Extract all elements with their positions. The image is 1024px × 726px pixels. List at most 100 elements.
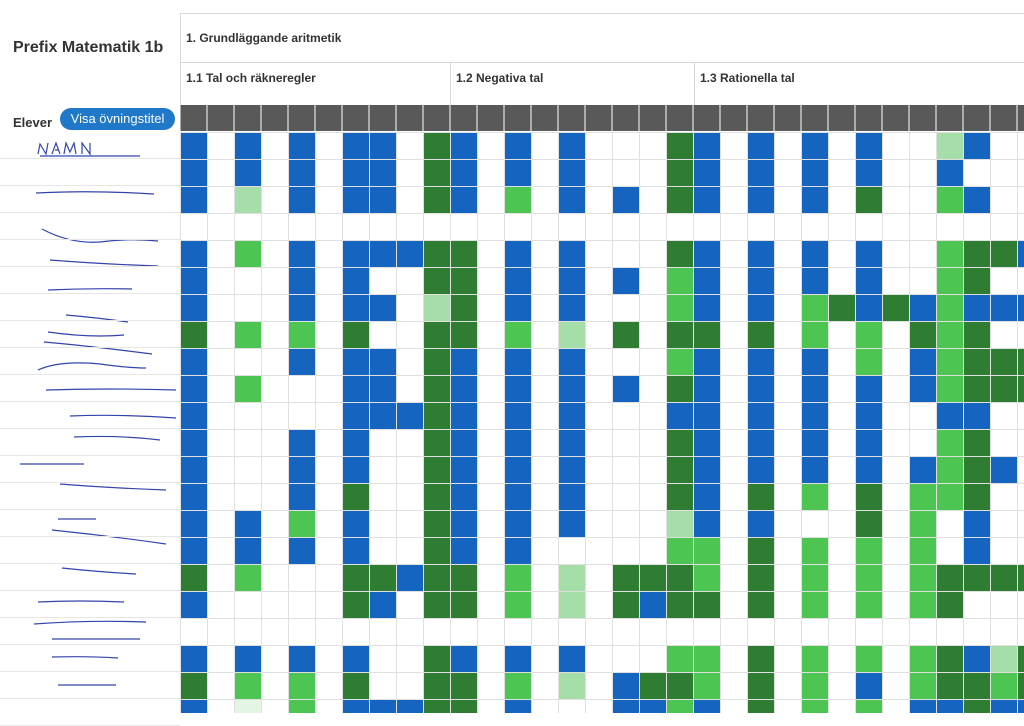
exercise-status-cell[interactable] — [262, 133, 288, 159]
exercise-status-cell[interactable] — [559, 700, 585, 713]
exercise-status-cell[interactable] — [802, 214, 828, 240]
exercise-status-cell[interactable] — [613, 646, 639, 672]
exercise-status-cell[interactable] — [586, 214, 612, 240]
exercise-status-cell[interactable] — [208, 511, 234, 537]
exercise-status-cell[interactable] — [775, 565, 801, 591]
exercise-status-cell[interactable] — [586, 160, 612, 186]
exercise-status-cell[interactable] — [613, 322, 639, 348]
exercise-status-cell[interactable] — [613, 187, 639, 213]
student-row[interactable] — [0, 294, 180, 321]
exercise-status-cell[interactable] — [289, 160, 315, 186]
exercise-status-cell[interactable] — [586, 376, 612, 402]
exercise-status-cell[interactable] — [451, 403, 477, 429]
exercise-status-cell[interactable] — [721, 673, 747, 699]
exercise-status-cell[interactable] — [532, 511, 558, 537]
exercise-status-cell[interactable] — [343, 214, 369, 240]
exercise-status-cell[interactable] — [424, 268, 450, 294]
exercise-status-cell[interactable] — [478, 214, 504, 240]
exercise-status-cell[interactable] — [937, 403, 963, 429]
exercise-status-cell[interactable] — [640, 565, 666, 591]
exercise-status-cell[interactable] — [262, 619, 288, 645]
exercise-status-cell[interactable] — [991, 187, 1017, 213]
exercise-status-cell[interactable] — [613, 133, 639, 159]
exercise-status-cell[interactable] — [559, 592, 585, 618]
exercise-status-cell[interactable] — [721, 619, 747, 645]
exercise-status-cell[interactable] — [829, 457, 855, 483]
exercise-status-cell[interactable] — [1018, 322, 1024, 348]
exercise-status-cell[interactable] — [748, 700, 774, 713]
exercise-status-cell[interactable] — [181, 673, 207, 699]
exercise-status-cell[interactable] — [829, 349, 855, 375]
exercise-status-cell[interactable] — [505, 457, 531, 483]
exercise-status-cell[interactable] — [559, 214, 585, 240]
exercise-status-cell[interactable] — [856, 673, 882, 699]
exercise-status-cell[interactable] — [424, 673, 450, 699]
exercise-status-cell[interactable] — [424, 565, 450, 591]
exercise-status-cell[interactable] — [991, 403, 1017, 429]
exercise-status-cell[interactable] — [856, 538, 882, 564]
exercise-status-cell[interactable] — [586, 133, 612, 159]
exercise-header-cell[interactable] — [559, 105, 585, 131]
exercise-status-cell[interactable] — [397, 295, 423, 321]
exercise-status-cell[interactable] — [478, 403, 504, 429]
exercise-status-cell[interactable] — [370, 376, 396, 402]
exercise-status-cell[interactable] — [505, 187, 531, 213]
exercise-status-cell[interactable] — [397, 403, 423, 429]
exercise-status-cell[interactable] — [559, 619, 585, 645]
exercise-status-cell[interactable] — [1018, 700, 1024, 713]
exercise-status-cell[interactable] — [181, 214, 207, 240]
exercise-status-cell[interactable] — [478, 187, 504, 213]
exercise-status-cell[interactable] — [829, 673, 855, 699]
exercise-status-cell[interactable] — [802, 349, 828, 375]
exercise-status-cell[interactable] — [775, 295, 801, 321]
exercise-status-cell[interactable] — [802, 133, 828, 159]
exercise-status-cell[interactable] — [235, 268, 261, 294]
exercise-status-cell[interactable] — [883, 241, 909, 267]
exercise-status-cell[interactable] — [208, 349, 234, 375]
exercise-status-cell[interactable] — [775, 349, 801, 375]
exercise-status-cell[interactable] — [991, 133, 1017, 159]
exercise-status-cell[interactable] — [694, 538, 720, 564]
exercise-status-cell[interactable] — [370, 457, 396, 483]
exercise-status-cell[interactable] — [1018, 673, 1024, 699]
exercise-status-cell[interactable] — [694, 295, 720, 321]
exercise-status-cell[interactable] — [910, 673, 936, 699]
student-row[interactable] — [0, 132, 180, 159]
exercise-status-cell[interactable] — [370, 349, 396, 375]
exercise-status-cell[interactable] — [910, 376, 936, 402]
exercise-status-cell[interactable] — [586, 484, 612, 510]
exercise-status-cell[interactable] — [910, 592, 936, 618]
exercise-status-cell[interactable] — [289, 376, 315, 402]
exercise-status-cell[interactable] — [586, 511, 612, 537]
exercise-status-cell[interactable] — [748, 403, 774, 429]
exercise-status-cell[interactable] — [802, 511, 828, 537]
exercise-status-cell[interactable] — [478, 565, 504, 591]
exercise-status-cell[interactable] — [208, 214, 234, 240]
exercise-header-cell[interactable] — [667, 105, 693, 131]
exercise-status-cell[interactable] — [478, 457, 504, 483]
exercise-status-cell[interactable] — [370, 565, 396, 591]
exercise-status-cell[interactable] — [802, 295, 828, 321]
exercise-status-cell[interactable] — [370, 484, 396, 510]
exercise-status-cell[interactable] — [505, 538, 531, 564]
exercise-status-cell[interactable] — [640, 511, 666, 537]
exercise-header-cell[interactable] — [775, 105, 801, 131]
exercise-status-cell[interactable] — [208, 133, 234, 159]
exercise-status-cell[interactable] — [532, 376, 558, 402]
exercise-status-cell[interactable] — [181, 295, 207, 321]
exercise-status-cell[interactable] — [694, 403, 720, 429]
exercise-status-cell[interactable] — [829, 646, 855, 672]
exercise-status-cell[interactable] — [397, 484, 423, 510]
exercise-header-cell[interactable] — [289, 105, 315, 131]
exercise-status-cell[interactable] — [586, 457, 612, 483]
exercise-status-cell[interactable] — [829, 511, 855, 537]
exercise-status-cell[interactable] — [721, 592, 747, 618]
exercise-status-cell[interactable] — [316, 295, 342, 321]
exercise-status-cell[interactable] — [883, 133, 909, 159]
exercise-status-cell[interactable] — [532, 214, 558, 240]
exercise-status-cell[interactable] — [316, 538, 342, 564]
exercise-status-cell[interactable] — [235, 349, 261, 375]
exercise-status-cell[interactable] — [802, 673, 828, 699]
exercise-status-cell[interactable] — [667, 322, 693, 348]
exercise-status-cell[interactable] — [667, 511, 693, 537]
